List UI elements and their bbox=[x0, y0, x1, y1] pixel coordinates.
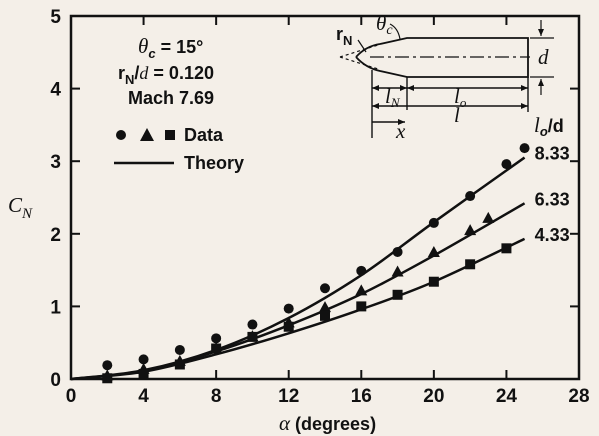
data-point-square bbox=[211, 343, 222, 354]
x-tick-label: 0 bbox=[66, 386, 77, 407]
data-point-circle bbox=[356, 265, 367, 276]
data-point-triangle bbox=[319, 301, 331, 313]
legend-theory-label: Theory bbox=[184, 153, 244, 173]
legend-square-marker bbox=[165, 130, 175, 140]
theory-curves bbox=[70, 156, 526, 381]
data-point-circle bbox=[392, 246, 403, 257]
x-tick-label: 4 bbox=[138, 386, 149, 407]
x-tick-label: 8 bbox=[211, 386, 222, 407]
y-axis-label: CN bbox=[8, 193, 33, 222]
data-point-circle bbox=[465, 191, 476, 202]
schematic-rn-label: rN bbox=[336, 24, 352, 48]
schematic-d-label: d bbox=[538, 45, 549, 69]
y-tick-label: 1 bbox=[50, 297, 61, 318]
data-point-circle bbox=[320, 283, 330, 294]
x-tick-labels: 0 4 8 12 16 20 24 28 bbox=[66, 386, 590, 407]
legend-circle-marker bbox=[116, 130, 126, 140]
data-point-circle bbox=[211, 333, 222, 344]
x-axis-label: α (degrees) bbox=[279, 411, 376, 435]
data-point-circle bbox=[501, 159, 512, 170]
data-point-circle bbox=[519, 143, 530, 154]
x-tick-label: 28 bbox=[568, 386, 589, 407]
theory-curve-8.33 bbox=[70, 156, 526, 381]
cone-extension bbox=[339, 44, 379, 70]
x-tick-label: 24 bbox=[496, 386, 518, 407]
y-tick-label: 2 bbox=[50, 225, 61, 246]
schematic-arrowheads bbox=[372, 29, 544, 125]
axis-ticks bbox=[71, 16, 579, 379]
data-point-triangle bbox=[355, 284, 368, 296]
series-labels: 8.33 6.33 4.33 bbox=[535, 144, 570, 245]
y-tick-label: 3 bbox=[50, 152, 61, 173]
x-tick-label: 20 bbox=[423, 386, 444, 407]
data-point-square bbox=[428, 276, 439, 287]
y-tick-label: 5 bbox=[50, 7, 61, 28]
data-points bbox=[101, 143, 530, 384]
body-schematic bbox=[339, 20, 554, 138]
y-tick-labels: 0 1 2 3 4 5 bbox=[50, 7, 61, 391]
data-point-circle bbox=[247, 319, 258, 330]
data-point-square bbox=[356, 301, 367, 312]
data-point-triangle bbox=[391, 265, 404, 277]
data-point-square bbox=[320, 310, 330, 321]
theory-curve-6.33 bbox=[70, 202, 526, 381]
x-tick-label: 16 bbox=[351, 386, 372, 407]
data-point-square bbox=[501, 243, 512, 254]
x-tick-label: 12 bbox=[278, 386, 299, 407]
series-label-4.33: 4.33 bbox=[535, 225, 570, 245]
data-point-circle bbox=[428, 217, 439, 228]
data-point-square bbox=[247, 331, 258, 342]
data-point-square bbox=[283, 321, 294, 332]
theta-c-label: θc = 15° bbox=[138, 34, 203, 61]
mach-label: Mach 7.69 bbox=[128, 88, 214, 108]
data-point-circle bbox=[138, 354, 149, 365]
schematic-l-label: l bbox=[454, 103, 460, 127]
data-point-triangle bbox=[482, 211, 495, 223]
y-tick-label: 0 bbox=[50, 370, 61, 391]
series-label-8.33: 8.33 bbox=[535, 144, 570, 164]
data-point-triangle bbox=[464, 224, 477, 236]
data-point-square bbox=[174, 359, 185, 370]
param-header: lo/d bbox=[534, 113, 564, 139]
data-point-square bbox=[392, 289, 403, 300]
rn-leader bbox=[357, 39, 367, 53]
legend-triangle-marker bbox=[140, 128, 154, 141]
data-point-circle bbox=[283, 303, 294, 314]
data-point-square bbox=[138, 368, 149, 379]
data-point-triangle bbox=[427, 245, 440, 257]
theta-c-arc bbox=[389, 23, 401, 40]
data-point-circle bbox=[102, 360, 113, 371]
y-tick-label: 4 bbox=[50, 80, 61, 101]
data-point-circle bbox=[174, 344, 185, 355]
plot-frame bbox=[69, 14, 581, 381]
data-point-square bbox=[465, 259, 476, 270]
data-point-square bbox=[102, 373, 113, 384]
rn-d-label: rN/d = 0.120 bbox=[118, 63, 214, 87]
legend-data-label: Data bbox=[184, 125, 224, 145]
schematic-x-label: x bbox=[395, 119, 406, 143]
legend: Data Theory bbox=[114, 125, 244, 173]
series-label-6.33: 6.33 bbox=[535, 189, 570, 209]
